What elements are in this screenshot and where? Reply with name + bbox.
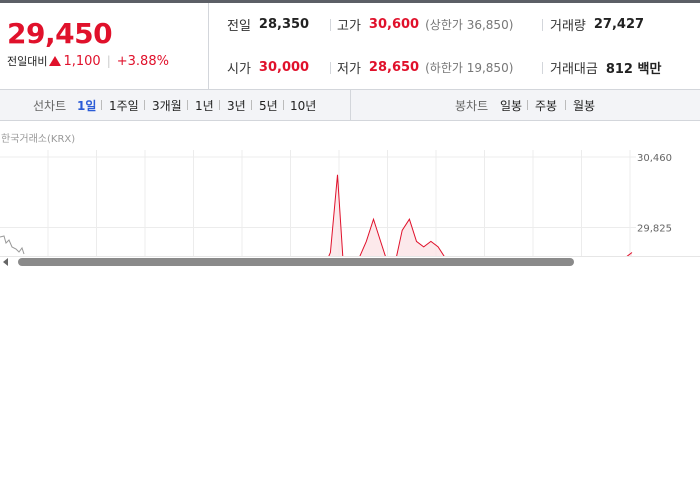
previous-series-stub xyxy=(0,235,25,255)
price-change: 전일대비 1,100 | +3.88% xyxy=(7,53,169,69)
current-price: 29,450 xyxy=(7,17,113,50)
y-tick-label: 29,825 xyxy=(637,224,672,235)
change-rate: +3.88% xyxy=(116,53,169,69)
tab-1day[interactable]: 1일 xyxy=(77,99,97,113)
change-amount: 1,100 xyxy=(63,53,101,69)
divider: | xyxy=(106,54,111,68)
exchange-label: 한국거래소(KRX) xyxy=(1,134,76,145)
tab-group-divider xyxy=(350,90,351,120)
quote-summary: 29,450 전일대비 1,100 | +3.88% 전일 28,350 고가 … xyxy=(0,3,700,90)
chart-scrollbar[interactable] xyxy=(0,256,700,268)
change-label: 전일대비 xyxy=(7,55,48,68)
tab-daily-candle[interactable]: 일봉 xyxy=(500,99,523,113)
stat-high: 고가 30,600 (상한가 36,850) xyxy=(337,17,514,34)
up-triangle-icon xyxy=(49,56,62,66)
divider xyxy=(542,19,543,31)
stat-prev-close: 전일 28,350 xyxy=(227,17,310,34)
y-tick-label: 30,460 xyxy=(637,153,672,164)
divider xyxy=(283,100,284,110)
divider xyxy=(101,100,102,110)
price-area-fill xyxy=(316,174,632,256)
tab-1year[interactable]: 1년 xyxy=(195,99,214,113)
tab-1week[interactable]: 1주일 xyxy=(109,99,139,113)
chart-grid xyxy=(0,150,636,256)
divider xyxy=(527,100,528,110)
line-chart-label: 선차트 xyxy=(33,99,67,113)
stat-open: 시가 30,000 xyxy=(227,60,310,77)
tab-5year[interactable]: 5년 xyxy=(259,99,278,113)
stat-trade-amount: 거래대금 812 백만 xyxy=(550,62,662,77)
top-border xyxy=(0,0,700,3)
scroll-thumb[interactable] xyxy=(18,258,574,266)
scroll-left-arrow-icon[interactable] xyxy=(3,258,8,266)
price-line xyxy=(328,174,633,256)
chart-tab-bar: 선차트 1일 1주일 3개월 1년 3년 5년 10년 봉차트 일봉 주봉 월봉 xyxy=(0,90,700,121)
divider xyxy=(330,62,331,74)
tab-weekly-candle[interactable]: 주봉 xyxy=(535,99,558,113)
divider xyxy=(565,100,566,110)
stat-volume: 거래량 27,427 xyxy=(550,17,645,34)
divider xyxy=(330,19,331,31)
divider xyxy=(542,62,543,74)
tab-3year[interactable]: 3년 xyxy=(227,99,246,113)
tab-10year[interactable]: 10년 xyxy=(290,99,317,113)
divider xyxy=(187,100,188,110)
divider xyxy=(144,100,145,110)
tab-monthly-candle[interactable]: 월봉 xyxy=(573,99,596,113)
price-series xyxy=(316,174,633,256)
tab-3month[interactable]: 3개월 xyxy=(152,99,182,113)
divider xyxy=(219,100,220,110)
price-panel: 29,450 전일대비 1,100 | +3.88% xyxy=(0,3,209,89)
candle-chart-label: 봉차트 xyxy=(455,99,489,113)
stat-low: 저가 28,650 (하한가 19,850) xyxy=(337,60,514,77)
divider xyxy=(251,100,252,110)
